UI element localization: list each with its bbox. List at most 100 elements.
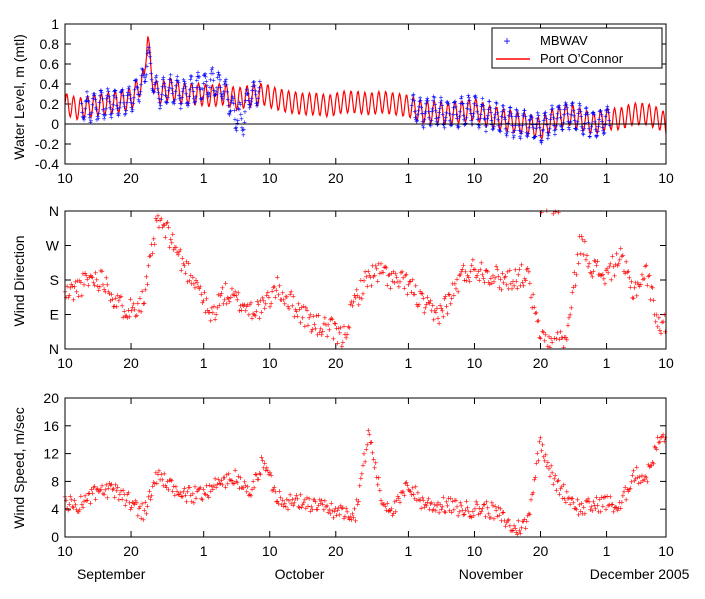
wind-speed-point: +: [103, 485, 108, 495]
wind-direction-point: +: [176, 247, 181, 257]
wind-direction-point: +: [493, 262, 498, 272]
wind-speed-point: +: [333, 504, 338, 514]
wind-speed-point: +: [514, 528, 519, 538]
mbwav-point: +: [524, 120, 529, 129]
mbwav-point: +: [480, 94, 485, 103]
x-tick-label: 1: [200, 170, 208, 186]
wind-direction-point: +: [588, 268, 593, 278]
wind-speed-point: +: [119, 494, 124, 504]
mbwav-point: +: [536, 111, 541, 120]
wind-direction-point: +: [285, 302, 290, 312]
wind-speed-point: +: [443, 507, 448, 517]
mbwav-point: +: [541, 116, 546, 125]
wind-direction-point: +: [655, 322, 660, 332]
wind-speed-point: +: [605, 501, 610, 511]
wind-direction-point: +: [255, 297, 260, 307]
wind-direction-point: +: [409, 287, 414, 297]
mbwav-point: +: [519, 129, 524, 138]
wind-speed-point: +: [287, 490, 292, 500]
wind-direction-point: +: [118, 292, 123, 302]
mbwav-point: +: [446, 99, 451, 108]
wind-direction-point: +: [580, 235, 585, 245]
wind-speed-point: +: [441, 493, 446, 503]
mbwav-point: +: [87, 113, 92, 122]
wind-speed-point: +: [588, 505, 593, 515]
mbwav-point: +: [164, 98, 169, 107]
mbwav-point: +: [547, 124, 552, 133]
mbwav-point: +: [485, 114, 490, 123]
wind-speed-point: +: [136, 504, 141, 514]
mbwav-point: +: [421, 121, 426, 130]
wind-speed-point: +: [305, 502, 310, 512]
mbwav-point: +: [162, 79, 167, 88]
mbwav-point: +: [414, 117, 419, 126]
wind-speed-point: +: [400, 487, 405, 497]
wind-direction-point: +: [341, 321, 346, 331]
mbwav-point: +: [484, 127, 489, 136]
wind-speed-point: +: [303, 503, 308, 513]
mbwav-point: +: [507, 104, 512, 113]
wind-direction-point: +: [267, 302, 272, 312]
wind-direction-point: +: [166, 222, 171, 232]
wind-speed-point: +: [387, 505, 392, 515]
wind-speed-point: +: [146, 492, 151, 502]
wind-direction-point: +: [317, 328, 322, 338]
wind-speed-point: +: [260, 455, 265, 465]
mbwav-point: +: [247, 104, 252, 113]
wind-speed-point: +: [241, 483, 246, 493]
mbwav-point: +: [180, 93, 185, 102]
mbwav-point: +: [487, 97, 492, 106]
wind-direction-point: +: [481, 274, 486, 284]
wind-direction-point: +: [570, 288, 575, 298]
mbwav-point: +: [457, 112, 462, 121]
wind-direction-point: +: [361, 276, 366, 286]
mbwav-point: +: [190, 83, 195, 92]
mbwav-point: +: [423, 108, 428, 117]
mbwav-point: +: [226, 101, 231, 110]
wind-speed-point: +: [210, 485, 215, 495]
mbwav-point: +: [585, 108, 590, 117]
wind-direction-point: +: [283, 292, 288, 302]
wind-direction-point: +: [229, 284, 234, 294]
legend-mbwav-label: MBWAV: [540, 33, 588, 48]
wind-speed-point: +: [266, 469, 271, 479]
wind-direction-point: +: [217, 301, 222, 311]
wind-speed-point: +: [269, 486, 274, 496]
wind-speed-point: +: [565, 494, 570, 504]
wind-speed-point: +: [659, 432, 664, 442]
mbwav-point: +: [104, 94, 109, 103]
mbwav-point: +: [478, 114, 483, 123]
wind-direction-point: +: [358, 276, 363, 286]
wind-speed-point: +: [621, 487, 626, 497]
mbwav-point: +: [560, 125, 565, 134]
x-tick-label: 10: [467, 170, 483, 186]
wind-speed-point: +: [64, 504, 69, 514]
wind-speed-point: +: [645, 477, 650, 487]
wind-speed-point: +: [300, 500, 305, 510]
wind-speed-point: +: [151, 478, 156, 488]
wind-speed-point: +: [663, 433, 668, 443]
mbwav-point: +: [555, 110, 560, 119]
wind-speed-point: +: [306, 494, 311, 504]
mbwav-point: +: [504, 131, 509, 140]
wind-speed-point: +: [238, 473, 243, 483]
wind-speed-point: +: [294, 491, 299, 501]
mbwav-point: +: [527, 117, 532, 126]
x-tick-label: 20: [328, 355, 344, 371]
mbwav-point: +: [255, 99, 260, 108]
wind-direction-point: +: [540, 327, 545, 337]
mbwav-point: +: [526, 124, 531, 133]
wind-direction-point: +: [251, 310, 256, 320]
wind-direction-point: +: [145, 280, 150, 290]
wind-speed-point: +: [492, 501, 497, 511]
mbwav-point: +: [538, 137, 543, 146]
wind-direction-point: +: [246, 310, 251, 320]
mbwav-point: +: [572, 116, 577, 125]
wind-direction-point: +: [600, 269, 605, 279]
wind-direction-point: +: [129, 306, 134, 316]
mbwav-point: +: [248, 100, 253, 109]
wind-direction-point: +: [626, 267, 631, 277]
mbwav-point: +: [441, 121, 446, 130]
mbwav-point: +: [430, 107, 435, 116]
mbwav-point: +: [111, 101, 116, 110]
